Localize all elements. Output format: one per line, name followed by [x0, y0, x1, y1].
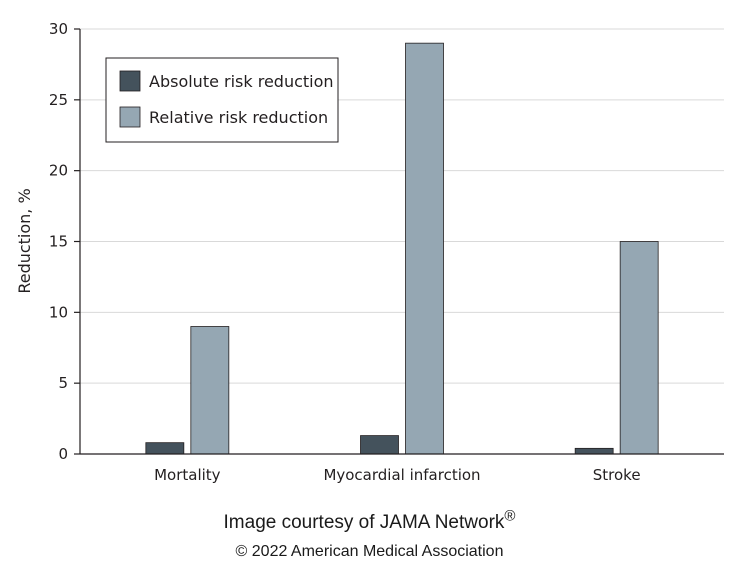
- legend-label-absolute: Absolute risk reduction: [149, 72, 334, 91]
- copyright-notice: © 2022 American Medical Association: [235, 543, 504, 560]
- legend-swatch-absolute: [119, 70, 141, 92]
- y-tick-label: 20: [49, 162, 68, 180]
- bar-chart: 0 5 10 15 20 25 30 Mortality Myocardial infarct…: [15, 20, 724, 484]
- legend-swatch-relative: [119, 106, 141, 128]
- y-axis-ticks: 0 5 10 15 20 25 30: [49, 20, 80, 463]
- y-tick-label: 10: [49, 303, 68, 321]
- y-tick-label: 0: [58, 445, 68, 463]
- bar-absolute: [145, 442, 185, 455]
- y-tick-label: 5: [58, 374, 68, 392]
- y-tick-label: 30: [49, 20, 68, 38]
- bar-relative: [190, 326, 230, 455]
- bar-absolute: [574, 447, 614, 455]
- bar-relative: [405, 42, 444, 455]
- y-tick-label: 15: [49, 233, 68, 251]
- y-tick-label: 25: [49, 91, 68, 109]
- x-axis-ticks: Mortality Myocardial infarction Stroke: [154, 466, 640, 484]
- legend-box: [105, 57, 339, 143]
- bar-relative: [619, 241, 659, 455]
- x-tick-label: Stroke: [593, 466, 641, 484]
- image-credit: Image courtesy of JAMA Network®: [0, 509, 739, 534]
- legend-label-relative: Relative risk reduction: [149, 108, 328, 127]
- legend: Absolute risk reduction Relative risk re…: [105, 57, 339, 143]
- bar-absolute: [360, 435, 399, 455]
- bars: [145, 42, 659, 455]
- y-axis-title: Reduction, %: [15, 188, 34, 293]
- x-tick-label: Myocardial infarction: [323, 466, 480, 484]
- image-credit-text: Image courtesy of JAMA Network: [223, 512, 505, 533]
- registered-mark: ®: [504, 507, 516, 525]
- x-tick-label: Mortality: [154, 466, 221, 484]
